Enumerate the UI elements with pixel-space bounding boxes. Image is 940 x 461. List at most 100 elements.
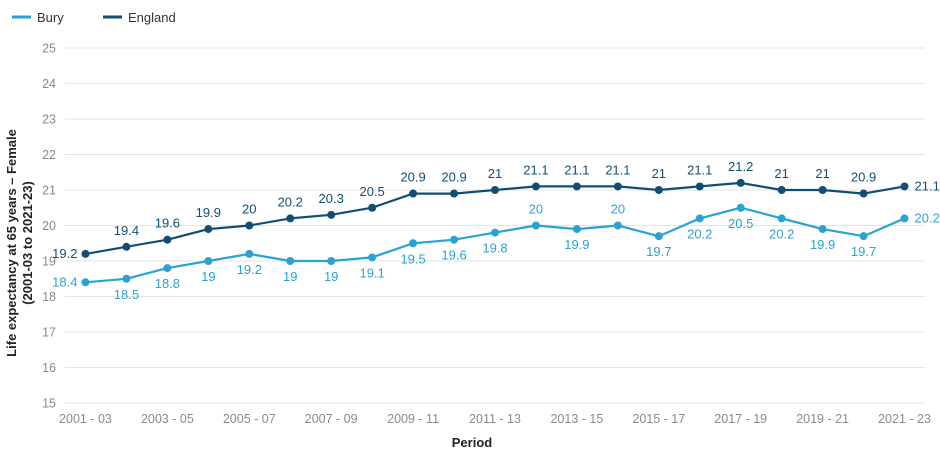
legend-item-bury[interactable]: Bury (12, 10, 64, 25)
data-label-bury: 18.8 (155, 276, 180, 291)
data-label-england: 21.1 (523, 162, 548, 177)
data-point-bury[interactable] (695, 214, 704, 223)
data-label-bury: 20.2 (915, 210, 940, 225)
data-point-england[interactable] (491, 186, 499, 194)
data-label-bury: 19.8 (482, 241, 507, 256)
x-tick-label: 2015 - 17 (632, 412, 685, 426)
data-label-england: 19.9 (196, 205, 221, 220)
data-label-england: 20.2 (278, 194, 303, 209)
data-label-england: 20.5 (359, 184, 384, 199)
data-point-bury[interactable] (163, 264, 172, 273)
legend-item-england[interactable]: England (103, 10, 176, 25)
x-tick-label: 2019 - 21 (796, 412, 849, 426)
data-point-bury[interactable] (736, 203, 745, 212)
data-point-bury[interactable] (859, 232, 868, 241)
data-point-bury[interactable] (818, 225, 827, 234)
data-point-bury[interactable] (245, 249, 254, 258)
data-label-bury: 19.7 (851, 244, 876, 259)
data-label-bury: 19.6 (441, 248, 466, 263)
x-tick-label: 2005 - 07 (223, 412, 276, 426)
data-point-england[interactable] (286, 214, 295, 223)
data-label-england: 19.4 (114, 223, 139, 238)
x-axis-ticks: 2001 - 03 2003 - 05 2005 - 07 2007 - 09 2009… (59, 412, 931, 426)
data-point-bury[interactable] (654, 232, 663, 241)
data-point-england[interactable] (859, 189, 868, 198)
data-point-england[interactable] (409, 189, 418, 198)
y-tick-label: 22 (42, 148, 56, 162)
data-label-england: 20.3 (319, 191, 344, 206)
data-point-bury[interactable] (491, 228, 499, 237)
x-tick-label: 2011 - 13 (469, 412, 521, 426)
data-label-bury: 19.1 (359, 265, 384, 280)
data-point-bury[interactable] (204, 257, 213, 265)
data-point-england[interactable] (695, 182, 704, 191)
data-point-bury[interactable] (327, 257, 336, 265)
data-point-england[interactable] (450, 189, 459, 198)
data-label-england: 21.1 (915, 178, 940, 193)
data-label-bury: 20 (529, 202, 543, 217)
data-label-bury: 19 (201, 269, 215, 284)
data-label-bury: 18.4 (52, 274, 77, 289)
data-point-england[interactable] (654, 186, 663, 194)
y-tick-label: 24 (42, 77, 56, 91)
gridlines (65, 47, 925, 404)
data-label-bury: 18.5 (114, 287, 139, 302)
data-point-england[interactable] (327, 210, 336, 219)
data-label-england: 21 (774, 166, 788, 181)
x-tick-label: 2013 - 15 (550, 412, 603, 426)
data-point-england[interactable] (368, 203, 377, 212)
data-point-bury[interactable] (368, 253, 377, 262)
y-axis-title-line1: Life expectancy at 65 years – Female (4, 129, 19, 357)
y-tick-label: 21 (42, 184, 56, 198)
data-label-england: 21.1 (564, 162, 589, 177)
data-point-bury[interactable] (531, 221, 540, 230)
data-point-bury[interactable] (286, 257, 295, 265)
data-point-england[interactable] (777, 186, 786, 194)
data-point-bury[interactable] (900, 214, 909, 223)
data-label-bury: 19 (324, 269, 338, 284)
x-tick-label: 2001 - 03 (59, 412, 112, 426)
y-axis-ticks: 15 16 17 18 19 20 21 22 23 24 25 (42, 42, 56, 411)
data-label-england: 21.2 (728, 159, 753, 174)
data-label-england: 21 (488, 166, 502, 181)
data-label-bury: 19 (283, 269, 297, 284)
data-point-england[interactable] (818, 186, 827, 194)
data-point-england[interactable] (204, 225, 213, 234)
data-point-england[interactable] (163, 235, 172, 244)
x-axis-title: Period (452, 435, 493, 450)
y-tick-label: 15 (42, 397, 56, 411)
data-point-england[interactable] (736, 178, 745, 187)
data-point-england[interactable] (572, 182, 581, 191)
x-tick-label: 2003 - 05 (141, 412, 194, 426)
data-label-england: 21.1 (605, 162, 630, 177)
data-point-england[interactable] (531, 182, 540, 191)
data-labels: 18.4 18.5 18.8 19 19.2 19 19 19.1 19.5 19.6 19.8 20… (52, 159, 940, 302)
legend[interactable]: Bury England (12, 10, 176, 25)
data-point-bury[interactable] (777, 214, 786, 223)
data-point-bury[interactable] (613, 221, 622, 230)
legend-label-bury: Bury (37, 10, 64, 25)
data-point-england[interactable] (613, 182, 622, 191)
data-label-bury: 19.5 (400, 251, 425, 266)
x-tick-label: 2021 - 23 (878, 412, 931, 426)
data-label-england: 20 (242, 202, 256, 217)
data-label-england: 19.2 (52, 246, 77, 261)
data-point-england[interactable] (245, 221, 254, 230)
data-point-bury[interactable] (409, 239, 418, 248)
data-point-england[interactable] (81, 249, 90, 258)
data-point-england[interactable] (900, 182, 909, 191)
data-label-bury: 19.7 (646, 244, 671, 259)
data-label-bury: 19.2 (237, 262, 262, 277)
data-point-bury[interactable] (572, 225, 581, 234)
data-point-bury[interactable] (450, 235, 459, 244)
data-label-england: 21.1 (687, 162, 712, 177)
data-point-bury[interactable] (122, 274, 131, 283)
data-label-bury: 20.5 (728, 216, 753, 231)
data-point-bury[interactable] (81, 278, 90, 287)
data-points (81, 178, 909, 287)
data-label-bury: 19.9 (810, 237, 835, 252)
data-label-england: 20.9 (851, 170, 876, 185)
data-point-england[interactable] (122, 242, 131, 251)
data-label-bury: 20.2 (687, 226, 712, 241)
y-tick-label: 20 (42, 219, 56, 233)
